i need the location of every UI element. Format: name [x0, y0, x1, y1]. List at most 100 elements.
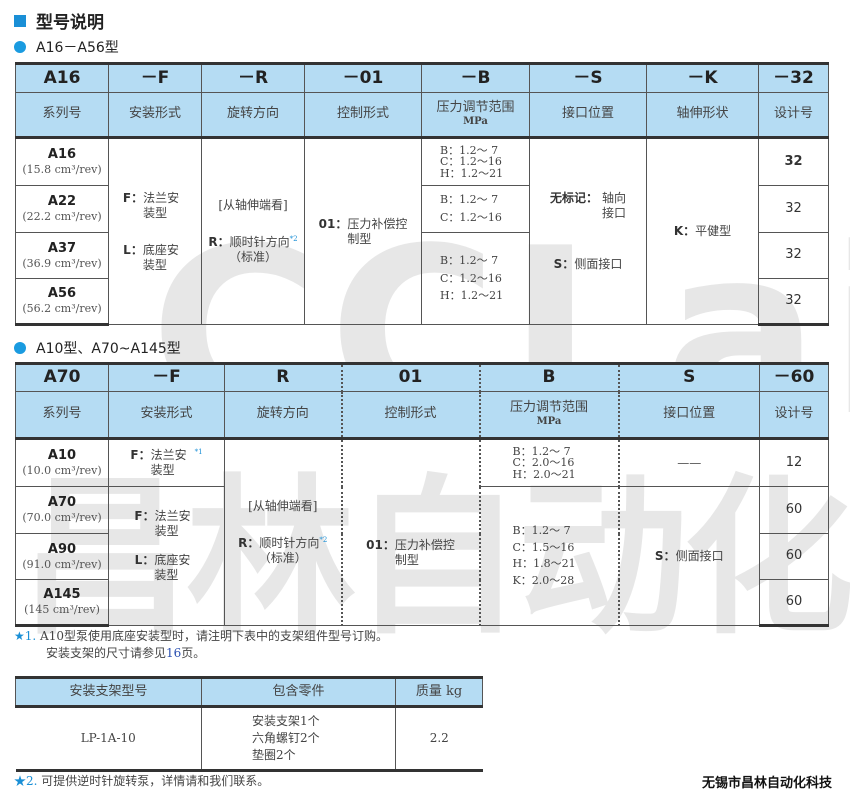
- company-name: 无锡市昌林自动化科技: [701, 776, 832, 791]
- header-cell: 设计号: [758, 92, 829, 139]
- model-cell: A90 (91.0 cm³/rev): [15, 533, 109, 580]
- model-cell: A22 (22.2 cm³/rev): [15, 185, 109, 233]
- mount-code: F：: [130, 448, 151, 462]
- footnote-ref: *2: [319, 536, 328, 544]
- model-name: A56: [47, 286, 77, 301]
- page-title: 型号说明: [14, 8, 104, 33]
- control-cell: 01： 压力补偿控制型: [340, 438, 480, 626]
- control-text: 压力补偿控制型: [394, 537, 455, 567]
- header-cell: 安装形式: [108, 391, 225, 440]
- section1-label: A16－A56型: [14, 37, 119, 57]
- header-cell: 系列号: [15, 391, 109, 440]
- rotation-code: R：: [238, 536, 260, 550]
- footnote-text: 页。: [181, 646, 206, 660]
- code-cell: －B: [421, 62, 530, 93]
- mount-code: L：: [123, 242, 143, 257]
- port-text: 侧面接口: [675, 548, 724, 563]
- page-link[interactable]: 16: [166, 646, 182, 660]
- pressure-cell: B：1.2～ 7 C：2.0～16 H：2.0～21: [478, 438, 619, 487]
- header-cell: 质量 kg: [395, 676, 483, 708]
- header-cell: 安装支架型号: [15, 676, 202, 708]
- header-cell: 轴伸形状: [646, 92, 759, 139]
- pressure-range: B：1.2～ 7: [440, 193, 499, 207]
- header-cell: 接口位置: [617, 391, 760, 440]
- code-cell: －S: [529, 62, 647, 93]
- footnote-ref: *1: [194, 448, 203, 456]
- mount-cell: F： 法兰安装型 *1: [108, 438, 225, 487]
- model-displacement: (10.0 cm³/rev): [22, 464, 102, 478]
- code-cell: R: [224, 362, 342, 392]
- model-displacement: (91.0 cm³/rev): [22, 557, 102, 571]
- control-cell: 01： 压力补偿控制型: [304, 137, 422, 325]
- port-code: S：: [654, 548, 676, 563]
- model-cell: A56 (56.2 cm³/rev): [15, 278, 109, 326]
- title-text: 型号说明: [36, 13, 104, 33]
- port-cell: 无标记： 轴向接口 S：侧面接口: [529, 137, 647, 325]
- code-cell: －F: [108, 362, 225, 392]
- model-name: A16: [47, 147, 77, 162]
- pressure-cell: B：1.2～ 7 C：1.2～16 H：1.2～21: [421, 137, 530, 186]
- model-name: A37: [47, 240, 77, 256]
- part-item: 六角螺钉2个: [252, 731, 320, 746]
- pressure-range: H：2.0～21: [512, 467, 576, 481]
- model-name: A10: [47, 448, 77, 463]
- header-cell: 接口位置: [529, 92, 647, 139]
- model-cell: A10 (10.0 cm³/rev): [15, 438, 109, 487]
- model-displacement: (70.0 cm³/rev): [22, 511, 102, 525]
- shaft-text: 平健型: [695, 224, 732, 238]
- header-text: 压力调节范围: [509, 400, 588, 416]
- code-cell: S: [617, 362, 760, 392]
- code-cell: －F: [108, 62, 202, 93]
- control-text: 压力补偿控制型: [347, 216, 408, 246]
- mount-cell: F： 法兰安装型 L： 底座安装型: [108, 486, 225, 626]
- unit-text: MPa: [536, 416, 562, 428]
- header-cell: 控制形式: [304, 92, 422, 139]
- star-icon: ★1.: [14, 629, 37, 643]
- pressure-cell: B：1.2～ 7 C：1.2～16: [421, 185, 530, 233]
- model-cell: A37 (36.9 cm³/rev): [15, 232, 109, 279]
- section2-label-text: A10型、A70~A145型: [36, 341, 181, 357]
- model-table-a16-a56: A16 －F －R －01 －B －S －K －32 系列号 安装形式 旋转方向…: [15, 62, 829, 326]
- header-cell: 包含零件: [201, 676, 396, 708]
- mount-text: 法兰安装型: [143, 190, 180, 220]
- section2-label: A10型、A70~A145型: [14, 338, 181, 358]
- pressure-range: B：1.2～ 7: [440, 254, 499, 268]
- header-cell: 系列号: [15, 92, 109, 139]
- model-table-a10-a145: A70 －F R 01 B S －60 系列号 安装形式 旋转方向 控制形式 压…: [15, 362, 829, 627]
- model-displacement: (22.2 cm³/rev): [22, 210, 102, 224]
- code-cell: －01: [304, 62, 422, 93]
- pressure-cell: B：1.2～ 7 C：1.5～16 H：1.8～21 K：2.0～28: [478, 486, 619, 626]
- port-text: 轴向接口: [601, 191, 626, 220]
- mount-code: F：: [134, 509, 155, 523]
- design-cell: 32: [758, 185, 829, 233]
- pressure-range: K：2.0～28: [512, 573, 575, 587]
- model-name: A90: [47, 541, 77, 557]
- design-cell: 60: [759, 486, 829, 534]
- code-cell: －R: [201, 62, 305, 93]
- star-icon: ★2.: [14, 774, 38, 788]
- rotation-view: [从轴伸端看]: [218, 198, 288, 212]
- code-cell: B: [478, 362, 619, 392]
- footnote-text: A10型泵使用底座安装型时，请注明下表中的支架组件型号订购。: [40, 629, 388, 643]
- design-cell: 32: [758, 232, 829, 279]
- design-cell: 32: [758, 137, 829, 186]
- bracket-model: LP-1A-10: [15, 706, 202, 772]
- header-cell: 旋转方向: [201, 92, 305, 139]
- mount-text: 法兰安装型: [150, 448, 187, 477]
- model-name: A70: [47, 495, 77, 510]
- code-cell: A16: [15, 62, 109, 93]
- code-cell: －32: [758, 62, 829, 93]
- rotation-cell: [从轴伸端看] R：顺时针方向*2 （标准）: [224, 438, 342, 626]
- unit-text: MPa: [463, 116, 488, 128]
- footnote-1: ★1. A10型泵使用底座安装型时，请注明下表中的支架组件型号订购。 安装支架的…: [14, 628, 388, 662]
- shaft-code: K：: [673, 224, 696, 238]
- header-text: 压力调节范围: [436, 100, 515, 116]
- bracket-table: 安装支架型号 包含零件 质量 kg LP-1A-10 安装支架1个 六角螺钉2个垫…: [15, 676, 483, 772]
- bracket-parts: 安装支架1个 六角螺钉2个 垫圈2个: [201, 706, 396, 772]
- code-cell: 01: [340, 362, 480, 392]
- circle-bullet-icon: [14, 41, 26, 53]
- header-cell: 压力调节范围 MPa: [421, 92, 530, 139]
- model-displacement: (15.8 cm³/rev): [22, 163, 102, 177]
- square-bullet-icon: [14, 14, 26, 27]
- model-displacement: (56.2 cm³/rev): [22, 302, 102, 316]
